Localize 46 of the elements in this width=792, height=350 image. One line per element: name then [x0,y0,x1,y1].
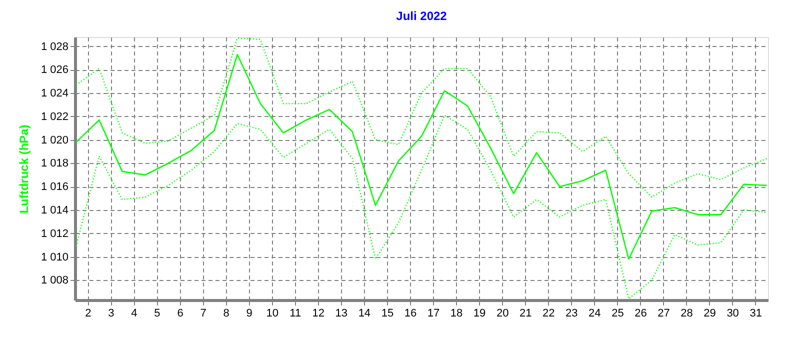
x-tick-label: 15 [381,308,394,320]
y-tick-label: 1 024 [40,88,68,100]
x-tick-label: 13 [335,308,348,320]
line-series [76,38,768,198]
y-tick-label: 1 022 [40,110,68,123]
y-axis-title: Luftdruck (hPa) [16,124,31,214]
y-tick-label: 1 026 [40,64,68,76]
x-tick-label: 29 [704,308,716,320]
x-tick-label: 4 [131,308,138,320]
x-tick-label: 28 [680,308,693,320]
x-tick-label: 9 [246,308,252,320]
y-tick-label: 1 012 [40,228,68,240]
x-tick-label: 11 [290,308,302,320]
x-tick-label: 20 [496,308,509,320]
x-tick-label: 19 [473,308,486,320]
x-tick-label: 30 [726,308,739,320]
x-tick-label: 31 [750,308,762,320]
line-series [76,54,768,260]
y-tick-label: 1 016 [40,181,68,194]
x-tick-label: 23 [566,308,578,320]
x-tick-label: 12 [312,308,325,320]
x-tick-label: 7 [200,308,206,320]
y-tick-label: 1 014 [40,204,68,216]
x-tick-label: 26 [634,308,647,320]
x-tick-label: 24 [588,308,601,320]
x-tick-label: 6 [177,308,184,320]
x-tick-label: 14 [358,308,371,320]
x-tick-label: 10 [266,308,278,320]
x-tick-label: 18 [450,308,463,320]
x-tick-label: 17 [427,308,440,320]
y-tick-label: 1 008 [40,274,68,287]
y-tick-label: 1 018 [40,158,68,170]
x-tick-label: 5 [154,308,160,320]
x-tick-label: 22 [542,308,555,320]
y-tick-label: 1 010 [40,251,68,264]
x-tick-label: 8 [223,308,230,320]
y-tick-label: 1 028 [40,40,68,53]
x-tick-label: 21 [519,308,532,320]
x-tick-label: 27 [658,308,670,320]
line-series [76,114,768,300]
y-tick-label: 1 020 [40,134,68,146]
x-tick-label: 3 [108,308,114,320]
x-tick-label: 16 [404,308,417,320]
x-tick-label: 2 [85,308,92,320]
chart-title: Juli 2022 [396,9,448,23]
x-tick-label: 25 [612,308,624,320]
